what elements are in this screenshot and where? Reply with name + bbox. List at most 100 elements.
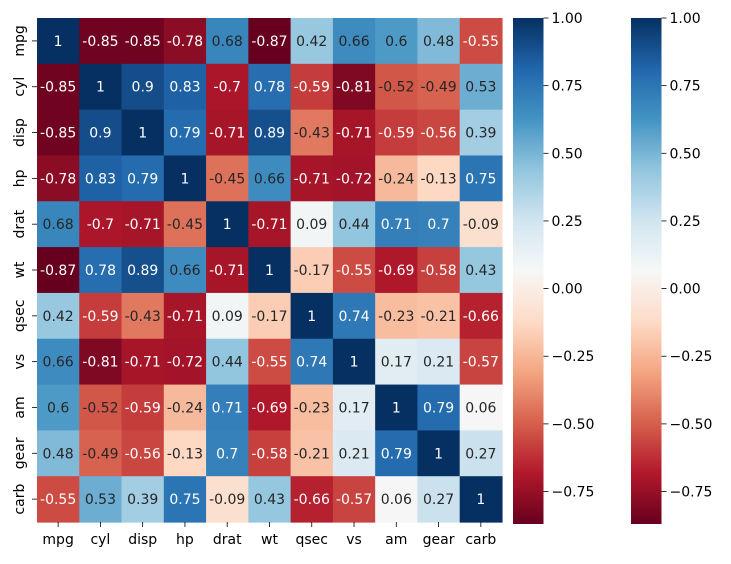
cell-value-label: 0.75 (169, 492, 200, 508)
heatmap-cell-disp-am (375, 109, 419, 157)
heatmap-cell-gear-carb (459, 430, 503, 477)
heatmap-cell-mpg-wt (248, 18, 292, 65)
cell-value-label: -0.57 (463, 355, 499, 371)
cell-value-label: -0.85 (125, 34, 161, 50)
heatmap-cell-am-am (375, 384, 419, 431)
heatmap-cell-carb-drat (206, 476, 249, 523)
heatmap-cell-am-hp (163, 384, 207, 431)
cell-value-label: 0.6 (47, 400, 69, 416)
heatmap-cell-vs-vs (332, 338, 376, 386)
heatmap-cell-hp-disp (121, 155, 165, 202)
cell-value-label: -0.56 (125, 446, 161, 462)
y-tick-label-vs: vs (12, 354, 28, 370)
cell-value-label: -0.59 (82, 309, 118, 325)
cell-value-label: 0.17 (381, 355, 412, 371)
cell-value-label: 0.66 (43, 355, 74, 371)
heatmap-cell-gear-hp (163, 430, 207, 477)
cell-value-label: -0.69 (378, 263, 414, 279)
cell-value-label: 1 (96, 80, 105, 96)
cell-value-label: -0.21 (420, 309, 456, 325)
cell-value-label: -0.24 (378, 171, 414, 187)
heatmap-cell-am-cyl (79, 384, 123, 431)
cell-value-label: 1 (180, 171, 189, 187)
heatmap-cell-mpg-disp (121, 18, 165, 65)
y-tick-label-qsec: qsec (12, 300, 28, 333)
colorbar-2: 1.00 0.75 0.50 0.25 0.00 −0.25 −0.50 −0.75 (631, 11, 712, 524)
cell-value-label: 1 (350, 355, 359, 371)
cell-value-label: 0.74 (296, 355, 327, 371)
y-tick-label-cyl: cyl (12, 77, 28, 97)
cell-value-label: -0.7 (214, 80, 241, 96)
cell-value-label: 0.43 (254, 492, 285, 508)
cell-value-label: 0.75 (465, 171, 496, 187)
heatmap-cell-cyl-vs (332, 63, 376, 111)
heatmap-cell-drat-carb (459, 201, 503, 248)
cell-value-label: 0.39 (465, 126, 496, 142)
cell-value-label: -0.59 (378, 126, 414, 142)
heatmap-cell-disp-disp (121, 109, 165, 157)
cell-value-label: -0.78 (167, 34, 203, 50)
heatmap-cell-disp-drat (206, 109, 249, 157)
cell-value-label: 0.7 (427, 217, 449, 233)
x-tick-label-cyl: cyl (90, 532, 110, 548)
colorbar-1: 1.00 0.75 0.50 0.25 0.00 −0.25 −0.50 −0.75 (513, 11, 594, 524)
heatmap-cell-vs-gear (417, 338, 461, 386)
cell-value-label: 0.79 (423, 400, 454, 416)
y-tick-label-wt: wt (12, 261, 28, 278)
colorbar-gradient (513, 18, 544, 524)
heatmap-cell-cyl-gear (417, 63, 461, 111)
heatmap-cell-am-vs (332, 384, 376, 431)
cell-value-label: 0.79 (127, 171, 158, 187)
y-tick-labels: mpg cyl disp hp drat wt qsec vs am gear carb (12, 25, 37, 515)
y-tick-label-hp: hp (12, 169, 28, 187)
colorbar-tick-label: 0.75 (670, 79, 701, 95)
cell-value-label: 0.78 (254, 80, 285, 96)
cell-value-label: 0.66 (338, 34, 369, 50)
cell-value-label: -0.69 (251, 400, 287, 416)
cell-value-label: 1 (476, 492, 485, 508)
heatmap-cell-carb-mpg (37, 476, 80, 523)
colorbar-tick-label: 0.50 (670, 146, 701, 162)
cell-value-label: 0.21 (423, 355, 454, 371)
heatmap-cell-am-wt (248, 384, 292, 431)
heatmap-cell-carb-hp (163, 476, 207, 523)
y-tick-label-am: am (12, 396, 28, 418)
heatmap-cell-carb-carb (459, 476, 503, 523)
cell-value-label: 0.27 (423, 492, 454, 508)
heatmap-cell-mpg-vs (332, 18, 376, 65)
cell-value-label: -0.55 (251, 355, 287, 371)
heatmap-cell-gear-mpg (37, 430, 80, 477)
x-tick-label-hp: hp (176, 532, 194, 548)
cell-value-label: -0.71 (167, 309, 203, 325)
heatmap-cell-cyl-qsec (290, 63, 334, 111)
heatmap-cell-carb-disp (121, 476, 165, 523)
cell-value-label: 0.09 (212, 309, 243, 325)
cell-value-label: -0.66 (294, 492, 330, 508)
cell-value-label: 0.06 (381, 492, 412, 508)
heatmap-cell-drat-hp (163, 201, 207, 248)
heatmap-cell-gear-qsec (290, 430, 334, 477)
heatmap-cell-disp-gear (417, 109, 461, 157)
heatmap-cell-drat-cyl (79, 201, 123, 248)
heatmap-cell-wt-drat (206, 247, 249, 294)
cell-value-label: 0.68 (212, 34, 243, 50)
cell-value-label: 0.48 (43, 446, 74, 462)
cell-value-label: -0.71 (125, 217, 161, 233)
colorbar-tick-label: −0.25 (552, 349, 595, 365)
heatmap-cell-drat-gear (417, 201, 461, 248)
cell-value-label: -0.66 (463, 309, 499, 325)
cell-value-label: -0.81 (336, 80, 372, 96)
heatmap-cell-vs-mpg (37, 338, 80, 386)
heatmap-cell-gear-am (375, 430, 419, 477)
cell-value-label: -0.7 (87, 217, 114, 233)
heatmap-cell-hp-cyl (79, 155, 123, 202)
heatmap-cell-mpg-carb (459, 18, 503, 65)
heatmap-cell-wt-wt (248, 247, 292, 294)
cell-value-label: 0.17 (338, 400, 369, 416)
heatmap-cell-qsec-cyl (79, 292, 123, 340)
colorbar-gradient (631, 18, 662, 524)
cell-value-label: -0.23 (378, 309, 414, 325)
heatmap-cell-carb-am (375, 476, 419, 523)
heatmap-cell-wt-carb (459, 247, 503, 294)
y-tick-label-gear: gear (12, 437, 28, 469)
